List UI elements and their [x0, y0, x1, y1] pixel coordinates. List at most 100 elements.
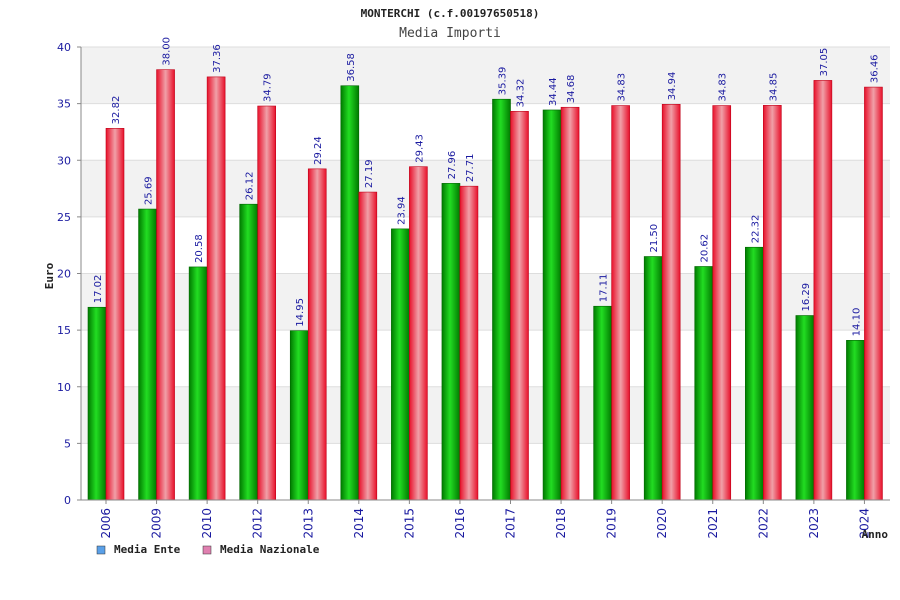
chart-subtitle: Media Importi — [399, 26, 501, 41]
chart-title: MONTERCHI (c.f.00197650518) — [361, 7, 540, 20]
data-label: 16.29 — [801, 283, 812, 312]
y-tick-label: 15 — [57, 324, 71, 337]
data-label: 29.24 — [313, 136, 324, 165]
x-tick-label: 2013 — [301, 508, 315, 539]
bar-media-ente — [138, 208, 157, 501]
x-tick-label: 2015 — [402, 508, 416, 539]
y-tick-label: 20 — [57, 268, 71, 281]
data-label: 20.58 — [194, 234, 205, 263]
data-label: 34.83 — [617, 73, 628, 102]
legend-item-media-nazionale: Media Nazionale — [202, 543, 320, 556]
data-label: 14.95 — [295, 298, 306, 327]
bar-media-nazionale — [763, 105, 782, 501]
bar-media-nazionale — [611, 105, 630, 501]
data-label: 34.32 — [516, 79, 527, 108]
data-label: 34.68 — [566, 75, 577, 104]
y-tick-label: 40 — [57, 41, 71, 54]
data-label: 23.94 — [396, 196, 407, 225]
bar-media-nazionale — [661, 104, 681, 501]
x-tick-label: 2019 — [605, 508, 619, 539]
y-tick-label: 30 — [57, 154, 71, 167]
data-label: 34.79 — [263, 73, 274, 102]
x-tick-label: 2014 — [352, 508, 366, 539]
data-label: 35.39 — [498, 67, 509, 96]
bar-media-ente — [289, 330, 309, 501]
bar-media-ente — [391, 228, 410, 501]
bar-media-nazionale — [409, 166, 428, 501]
x-axis-ticks: 2006 2009 2010 2012 2013 2014 2015 2016 2017 2018… — [99, 500, 871, 539]
x-tick-label: 2018 — [554, 508, 568, 539]
bar-media-nazionale — [358, 191, 378, 501]
bar-media-ente — [188, 266, 208, 501]
data-label: 29.43 — [414, 134, 425, 163]
y-axis-label: Euro — [43, 262, 56, 289]
bar-media-nazionale — [510, 111, 529, 501]
x-tick-label: 2020 — [655, 508, 669, 539]
y-tick-label: 10 — [57, 381, 71, 394]
bar-media-ente — [340, 85, 360, 501]
data-label: 17.11 — [599, 274, 610, 303]
legend: Media Ente Media Nazionale — [96, 543, 320, 556]
data-label: 38.00 — [162, 37, 173, 66]
x-tick-label: 2023 — [807, 508, 821, 539]
x-tick-label: 2021 — [706, 508, 720, 539]
bar-media-nazionale — [813, 80, 833, 501]
bar-media-ente — [643, 256, 663, 501]
bar-labels: 17.02 32.82 25.69 38.00 20.58 37.36 26.12 34.79… — [93, 37, 880, 336]
data-label: 25.69 — [144, 176, 155, 205]
bar-media-ente — [542, 109, 562, 501]
data-label: 37.36 — [212, 44, 223, 73]
bar-media-nazionale — [156, 69, 175, 501]
data-label: 22.32 — [750, 215, 761, 244]
bar-media-ente — [87, 306, 107, 501]
bar-media-ente — [492, 98, 511, 501]
bar-media-ente — [593, 305, 612, 501]
data-label: 36.46 — [869, 54, 880, 83]
legend-swatch-media-ente — [96, 545, 106, 555]
bar-media-nazionale — [459, 185, 479, 501]
data-label: 37.05 — [819, 48, 830, 77]
data-label: 17.02 — [93, 275, 104, 304]
bar-media-ente — [795, 315, 815, 501]
data-label: 32.82 — [111, 96, 122, 125]
data-label: 21.50 — [649, 224, 660, 253]
bar-media-ente — [694, 266, 714, 501]
y-tick-label: 5 — [64, 437, 71, 450]
y-axis-ticks: 0 5 10 15 20 25 30 35 40 — [57, 41, 81, 507]
bar-media-nazionale — [560, 106, 580, 501]
y-tick-label: 35 — [57, 98, 71, 111]
data-label: 34.44 — [548, 77, 559, 106]
data-label: 34.83 — [718, 73, 729, 102]
x-tick-label: 2017 — [504, 508, 518, 539]
data-label: 20.62 — [700, 234, 711, 263]
bar-media-nazionale — [864, 86, 883, 501]
x-axis-label: Anno — [862, 528, 889, 541]
legend-item-media-ente: Media Ente — [96, 543, 181, 556]
x-tick-label: 2022 — [756, 508, 770, 539]
data-label: 34.94 — [667, 72, 678, 101]
bar-media-nazionale — [105, 128, 125, 501]
legend-label-media-ente: Media Ente — [114, 543, 181, 556]
bar-media-nazionale — [206, 76, 226, 501]
bar-media-nazionale — [712, 105, 732, 501]
data-label: 27.96 — [447, 151, 458, 180]
bar-media-nazionale — [307, 168, 327, 501]
y-tick-label: 0 — [64, 494, 71, 507]
x-tick-label: 2010 — [200, 508, 214, 539]
x-tick-label: 2024 — [857, 508, 871, 539]
data-label: 27.19 — [364, 159, 375, 188]
bar-media-nazionale — [257, 105, 276, 501]
x-tick-label: 2006 — [99, 508, 113, 539]
bar-media-ente — [239, 203, 258, 501]
legend-label-media-nazionale: Media Nazionale — [220, 543, 320, 556]
bar-media-ente — [745, 246, 764, 501]
legend-swatch-media-nazionale — [202, 545, 212, 555]
y-tick-label: 25 — [57, 211, 71, 224]
data-label: 34.85 — [768, 73, 779, 102]
x-tick-label: 2009 — [150, 508, 164, 539]
bar-media-ente — [846, 340, 865, 501]
data-label: 36.58 — [346, 53, 357, 82]
data-label: 27.71 — [465, 154, 476, 183]
x-tick-label: 2012 — [251, 508, 265, 539]
